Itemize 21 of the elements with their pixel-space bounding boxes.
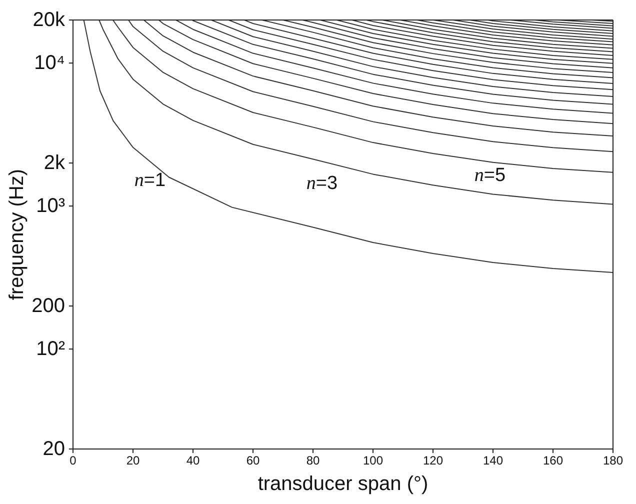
y-axis-title: frequency (Hz): [6, 168, 28, 300]
y-tick-label: 2k: [44, 152, 66, 174]
x-tick-label: 100: [362, 454, 384, 468]
y-tick-label: 10²: [36, 338, 66, 360]
x-tick-label: 80: [306, 454, 320, 468]
annotation: n=5: [474, 164, 506, 186]
x-tick-label: 40: [186, 454, 200, 468]
x-tick-label: 140: [482, 454, 504, 468]
x-tick-label: 20: [126, 454, 140, 468]
x-tick-label: 180: [602, 454, 624, 468]
x-tick-label: 120: [422, 454, 444, 468]
y-tick-label: 20k: [32, 9, 66, 31]
y-tick-label: 10⁴: [34, 52, 65, 74]
y-tick-label: 200: [32, 295, 65, 317]
x-axis-title: transducer span (°): [258, 473, 428, 495]
x-tick-label: 60: [246, 454, 260, 468]
annotation: n=3: [306, 172, 338, 194]
y-tick-label: 10³: [36, 195, 66, 218]
x-tick-label: 160: [542, 454, 564, 468]
x-tick-label: 0: [70, 454, 77, 468]
annotation: n=1: [134, 170, 166, 190]
